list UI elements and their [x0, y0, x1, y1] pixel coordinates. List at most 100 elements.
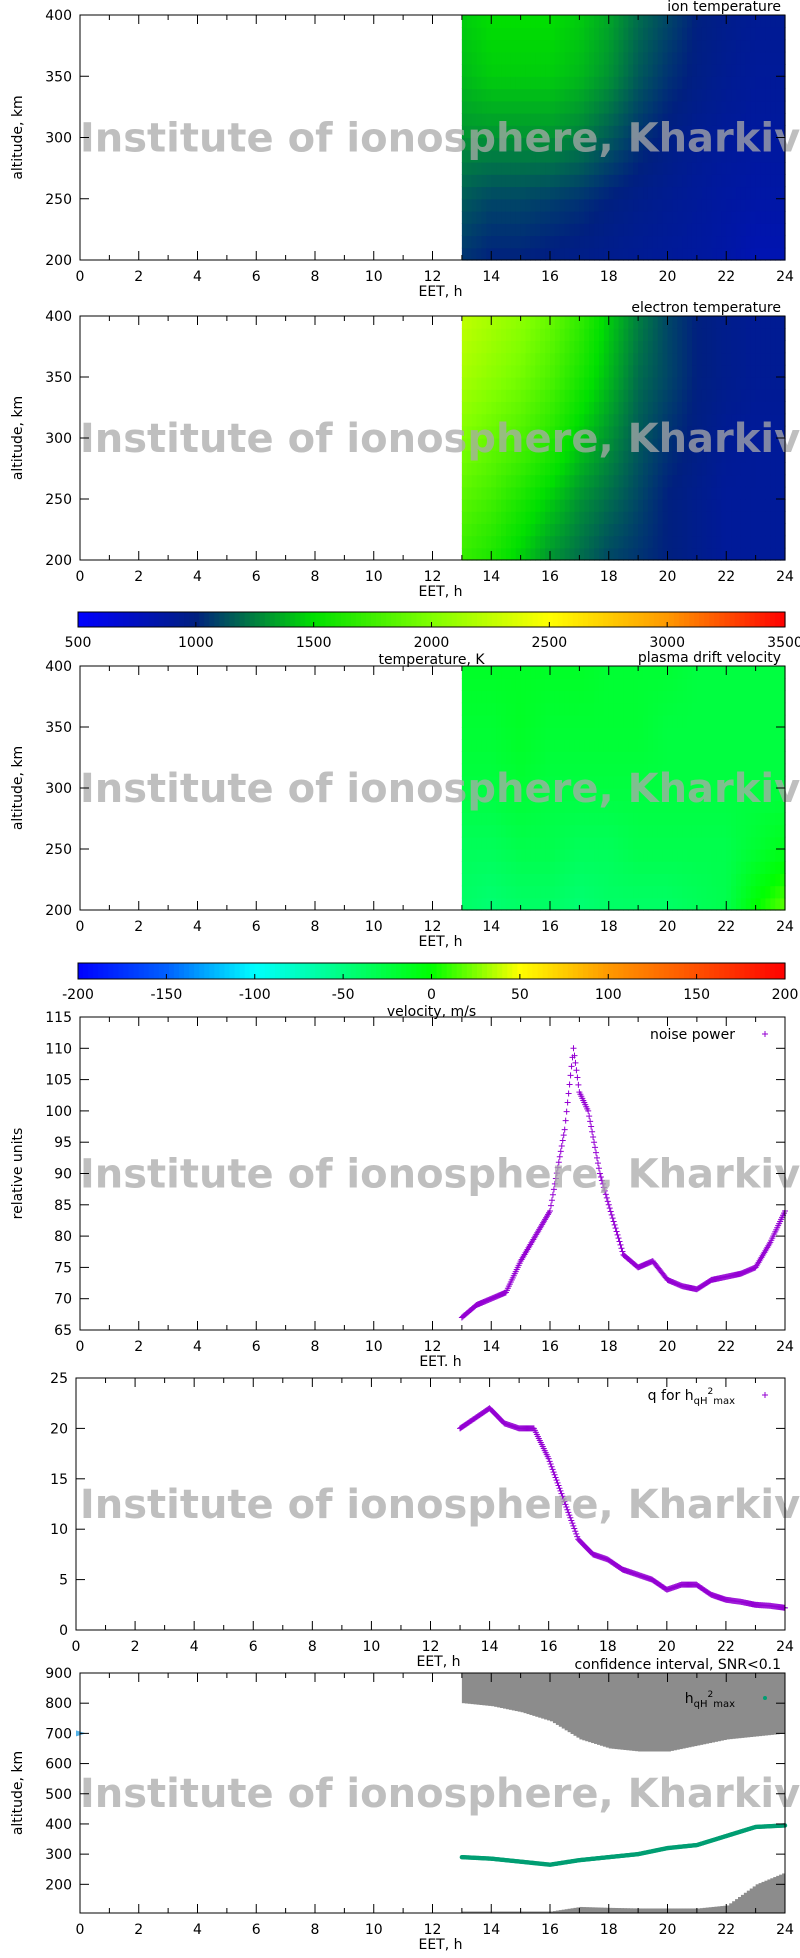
heatmap-cell: [691, 137, 698, 151]
heatmap-cell: [745, 763, 752, 777]
heatmap-cell: [652, 340, 659, 354]
heatmap-cell: [711, 211, 718, 224]
heatmap-cell: [677, 727, 683, 740]
heatmap-cell: [584, 235, 590, 249]
heatmap-cell: [545, 328, 551, 341]
heatmap-cell: [647, 247, 654, 261]
heatmap-cell: [476, 137, 483, 151]
heatmap-cell: [579, 149, 585, 163]
heatmap-cell: [740, 413, 747, 427]
heatmap-cell: [643, 438, 649, 451]
heatmap-cell: [476, 211, 483, 224]
heatmap-cell: [643, 425, 649, 439]
legend-label: noise power: [650, 1027, 735, 1043]
heatmap-cell: [603, 511, 610, 524]
heatmap-cell: [584, 352, 590, 366]
heatmap-cell: [716, 885, 722, 899]
heatmap-cell: [750, 149, 757, 163]
x-tick-label: 24: [776, 569, 794, 585]
heatmap-cell: [643, 340, 649, 354]
heatmap-cell: [618, 76, 625, 90]
heatmap-cell: [554, 316, 561, 329]
heatmap-cell: [598, 137, 605, 151]
x-axis-label: EET, h: [418, 584, 462, 600]
heatmap-cell: [505, 450, 512, 463]
heatmap-cell: [510, 438, 517, 451]
heatmap-cell: [510, 727, 517, 740]
heatmap-cell: [559, 39, 566, 53]
heatmap-cell: [461, 340, 468, 354]
heatmap-cell: [496, 247, 502, 261]
heatmap-cell: [662, 800, 669, 813]
heatmap-cell: [696, 800, 703, 813]
heatmap-cell: [505, 186, 512, 200]
heatmap-cell: [628, 113, 634, 126]
heatmap-cell: [682, 328, 688, 341]
heatmap-cell: [750, 340, 757, 354]
heatmap-cell: [574, 450, 580, 463]
heatmap-cell: [677, 678, 683, 691]
heatmap-cell: [520, 413, 527, 427]
heatmap-cell: [750, 51, 757, 65]
heatmap-cell: [589, 389, 595, 402]
heatmap-cell: [726, 788, 732, 801]
heatmap-cell: [780, 413, 786, 427]
heatmap-cell: [613, 849, 620, 862]
data-point: [618, 1245, 625, 1252]
heatmap-cell: [647, 364, 654, 378]
heatmap-cell: [647, 137, 654, 151]
heatmap-cell: [594, 64, 600, 77]
heatmap-cell: [471, 39, 478, 53]
heatmap-cell: [545, 450, 551, 463]
heatmap-cell: [745, 486, 752, 500]
heatmap-cell: [574, 137, 580, 151]
heatmap-cell: [711, 885, 718, 899]
heatmap-cell: [667, 727, 673, 740]
heatmap-cell: [755, 389, 762, 402]
heatmap-cell: [731, 547, 737, 561]
heatmap-cell: [510, 690, 517, 704]
heatmap-cell: [770, 113, 776, 126]
heatmap-cell: [672, 377, 678, 390]
heatmap-cell: [603, 739, 610, 752]
heatmap-cell: [672, 174, 678, 188]
heatmap-cell: [535, 474, 541, 488]
heatmap-cell: [750, 235, 757, 249]
heatmap-cell: [515, 149, 522, 163]
heatmap-cell: [647, 486, 654, 500]
heatmap-cell: [550, 15, 556, 28]
heatmap-cell: [701, 861, 708, 874]
heatmap-cell: [569, 64, 576, 77]
heatmap-cell: [716, 247, 722, 261]
heatmap-cell: [701, 474, 708, 488]
heatmap-cell: [589, 88, 595, 102]
heatmap-cell: [594, 885, 600, 899]
heatmap-cell: [775, 401, 781, 415]
heatmap-cell: [691, 873, 698, 887]
heatmap-cell: [550, 523, 556, 537]
heatmap-cell: [765, 812, 771, 826]
heatmap-cell: [481, 535, 487, 549]
heatmap-cell: [505, 751, 512, 765]
heatmap-cell: [598, 885, 605, 899]
heatmap-cell: [706, 125, 713, 139]
heatmap-cell: [726, 316, 732, 329]
heatmap-cell: [520, 547, 527, 561]
heatmap-cell: [461, 788, 468, 801]
heatmap-cell: [701, 76, 708, 90]
heatmap-cell: [613, 511, 620, 524]
heatmap-cell: [535, 666, 541, 679]
heatmap-cell: [481, 413, 487, 427]
heatmap-cell: [736, 15, 742, 28]
heatmap-cell: [510, 547, 517, 561]
heatmap-cell: [550, 100, 556, 114]
heatmap-cell: [775, 511, 781, 524]
heatmap-cell: [461, 535, 468, 549]
heatmap-cell: [682, 223, 688, 237]
heatmap-cell: [486, 198, 492, 212]
heatmap-cell: [672, 39, 678, 53]
heatmap-cell: [579, 235, 585, 249]
heatmap-cell: [721, 474, 727, 488]
heatmap-cell: [682, 885, 688, 899]
